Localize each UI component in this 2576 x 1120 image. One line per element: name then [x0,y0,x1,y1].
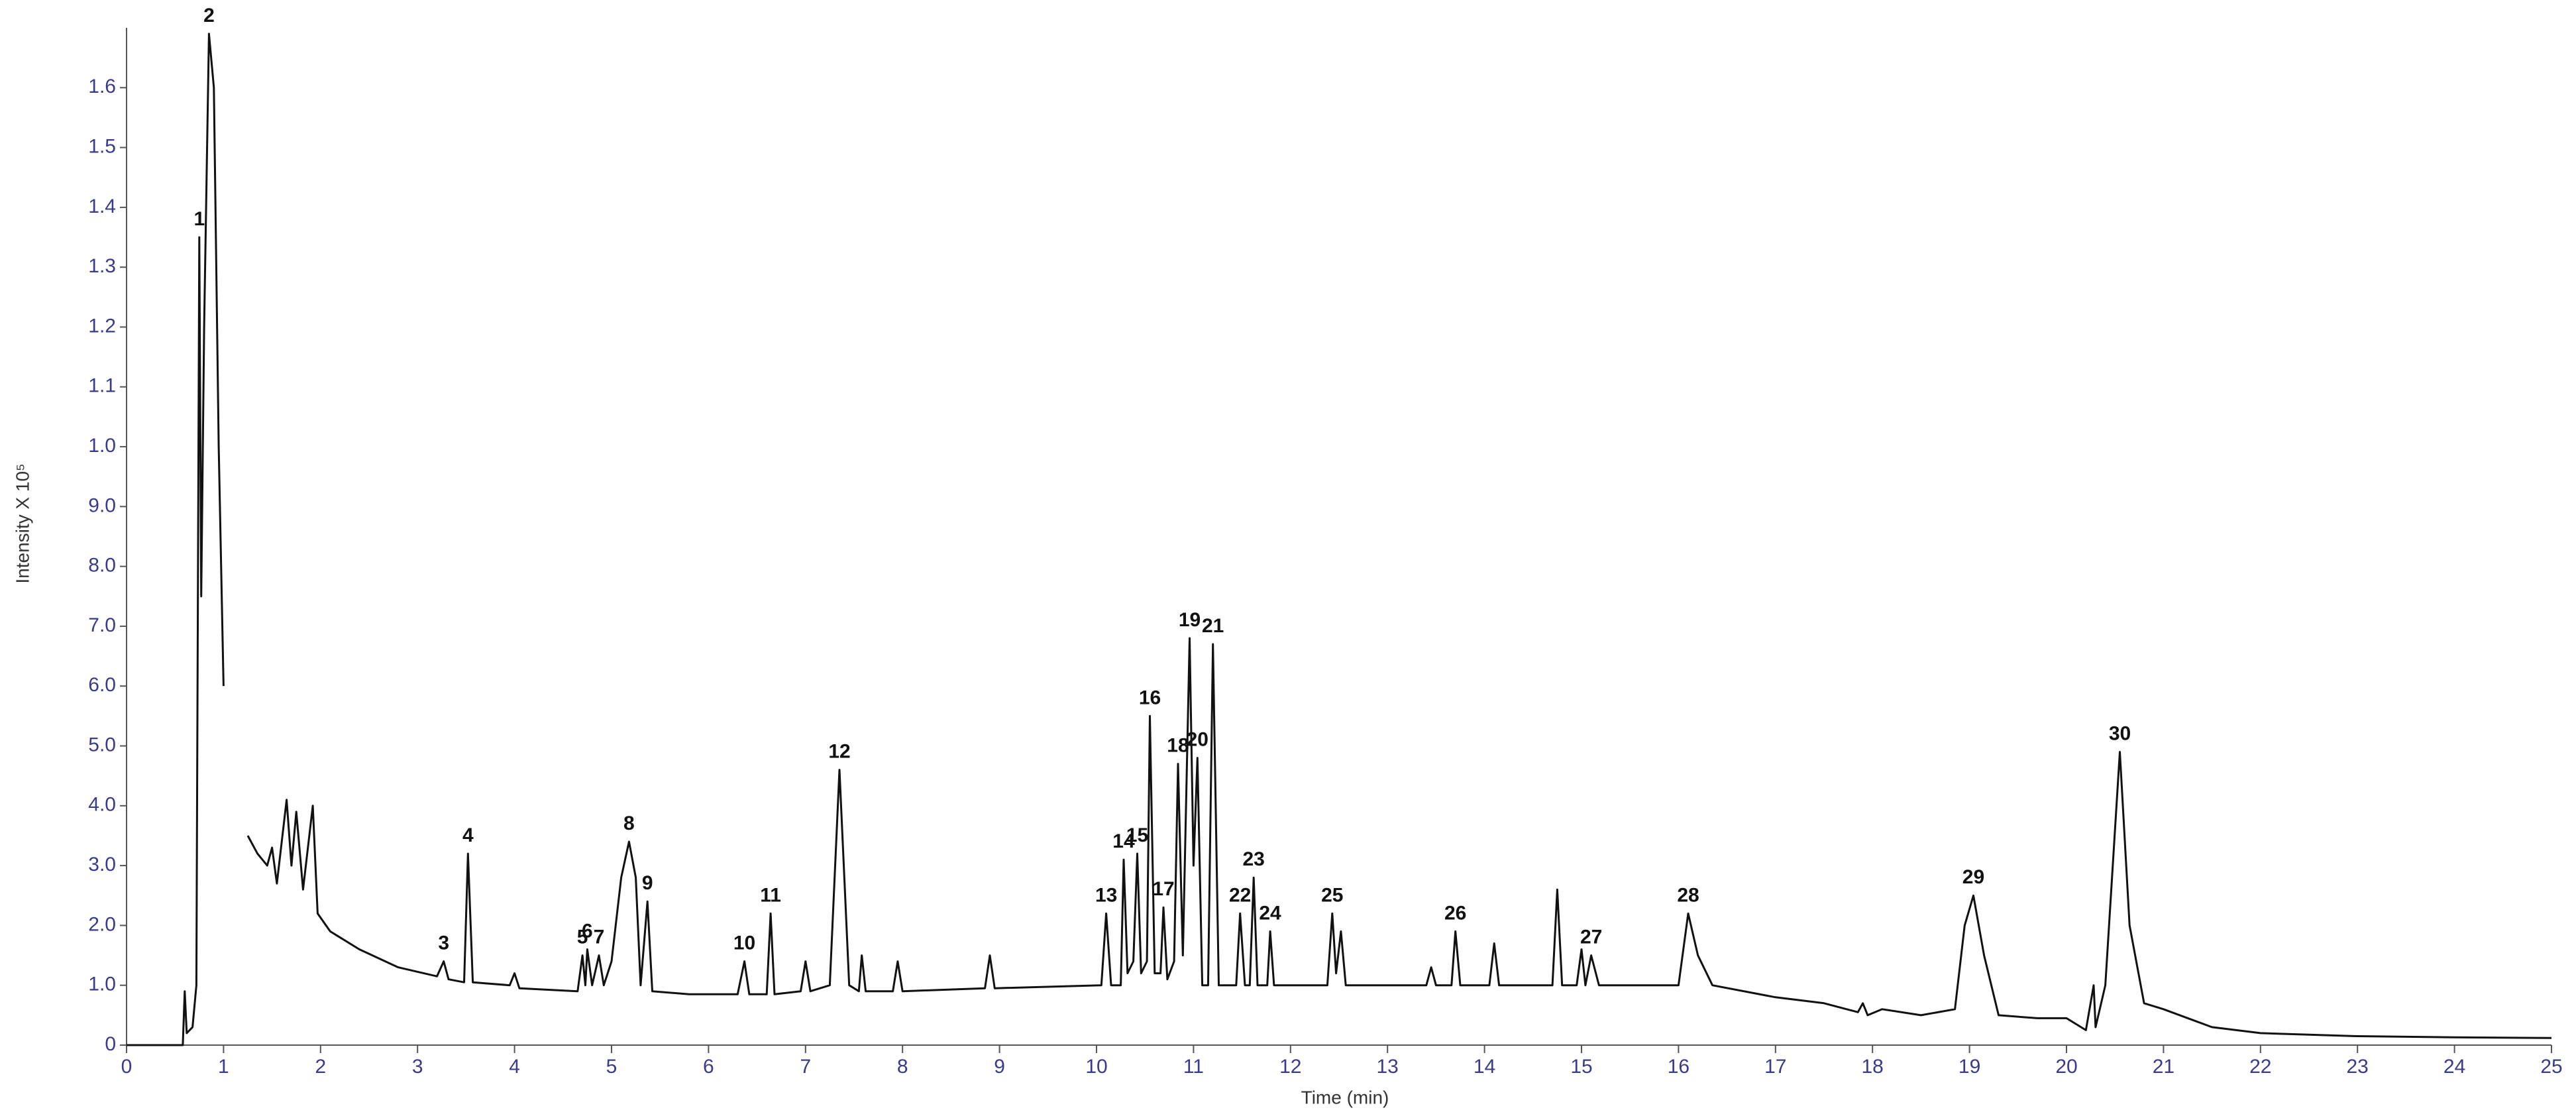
peak-label: 9 [642,872,653,894]
x-tick-label: 10 [1085,1056,1107,1078]
peak-label: 5 [577,926,588,948]
x-tick-label: 6 [703,1056,714,1078]
peak-label: 22 [1229,884,1251,906]
x-tick-label: 24 [2443,1056,2465,1078]
x-tick-label: 3 [412,1056,423,1078]
peak-label: 8 [623,812,635,834]
x-axis-label: Time (min) [1301,1087,1389,1107]
y-tick-label: 8.0 [88,555,116,577]
y-tick-label: 5.0 [88,734,116,756]
peak-label: 16 [1139,687,1161,708]
peak-label: 6 [582,920,593,942]
x-tick-label: 14 [1474,1056,1495,1078]
peak-label: 19 [1179,609,1201,631]
y-tick-label: 2.0 [88,913,116,935]
x-tick-label: 1 [218,1056,229,1078]
peak-label: 28 [1677,884,1699,906]
y-tick-label: 1.1 [88,375,116,397]
x-tick-label: 7 [800,1056,811,1078]
y-tick-label: 1.6 [88,76,116,97]
y-tick-label: 9.0 [88,494,116,516]
peak-label: 25 [1321,884,1343,906]
x-tick-label: 2 [315,1056,326,1078]
x-tick-label: 17 [1764,1056,1786,1078]
x-tick-label: 22 [2249,1056,2271,1078]
x-tick-label: 0 [121,1056,133,1078]
y-tick-label: 0 [105,1033,116,1055]
x-tick-label: 19 [1959,1056,1980,1078]
x-tick-label: 15 [1570,1056,1592,1078]
x-tick-label: 13 [1377,1056,1399,1078]
x-tick-label: 23 [2347,1056,2369,1078]
peak-label: 18 [1167,735,1189,757]
peak-label: 17 [1152,878,1174,900]
peak-label: 29 [1962,866,1984,888]
x-tick-label: 11 [1183,1056,1204,1078]
peak-label: 27 [1580,926,1602,948]
y-tick-label: 1.5 [88,136,116,158]
x-tick-label: 5 [606,1056,617,1078]
y-tick-label: 1.3 [88,255,116,277]
y-axis-label: Intensity X 10⁵ [12,463,32,583]
x-tick-label: 18 [1862,1056,1884,1078]
peak-label: 3 [438,932,449,954]
peak-label: 21 [1202,615,1224,637]
y-tick-label: 3.0 [88,854,116,875]
peak-label: 26 [1444,902,1466,924]
peak-label: 12 [828,741,850,763]
x-tick-label: 21 [2153,1056,2174,1078]
x-tick-label: 20 [2055,1056,2077,1078]
trace-line [127,32,2552,1046]
x-tick-label: 8 [897,1056,908,1078]
y-tick-label: 7.0 [88,614,116,636]
y-tick-label: 1.0 [88,974,116,995]
x-tick-label: 25 [2540,1056,2562,1078]
peak-label: 14 [1112,830,1135,852]
peak-label: 1 [193,208,205,230]
y-tick-label: 1.0 [88,435,116,457]
y-tick-label: 4.0 [88,794,116,816]
y-tick-label: 1.2 [88,315,116,337]
peak-label: 11 [760,884,781,906]
peak-label: 4 [462,824,474,846]
x-tick-label: 12 [1279,1056,1301,1078]
peak-label: 20 [1187,729,1208,751]
y-tick-label: 6.0 [88,674,116,696]
x-tick-label: 16 [1668,1056,1690,1078]
x-tick-label: 4 [509,1056,520,1078]
y-tick-label: 1.4 [88,196,116,217]
peak-label: 2 [203,5,215,27]
peak-label: 24 [1259,902,1281,924]
peak-label: 30 [2109,722,2131,744]
peak-label: 7 [594,926,605,948]
peak-label: 15 [1126,824,1148,846]
peak-label: 10 [733,932,755,954]
peak-label: 23 [1242,848,1264,870]
peak-label: 13 [1095,884,1117,906]
x-tick-label: 9 [994,1056,1005,1078]
